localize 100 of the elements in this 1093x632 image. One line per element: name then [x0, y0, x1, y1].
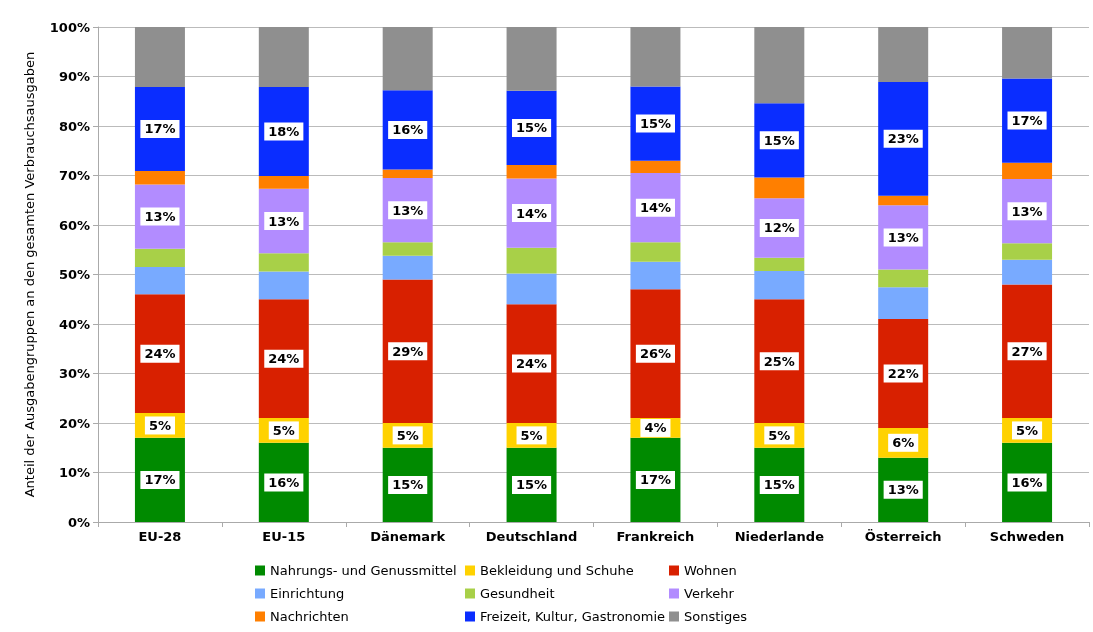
bar: [878, 287, 929, 320]
x-tick-label: EU-28: [138, 529, 182, 544]
bar: [506, 304, 557, 423]
legend-label: Bekleidung und Schuhe: [480, 563, 634, 578]
bar: [630, 242, 681, 262]
y-tick-label: 60%: [58, 217, 90, 233]
bar: [878, 195, 929, 206]
legend-label: Wohnen: [684, 563, 737, 578]
data-label: 23%: [887, 131, 919, 147]
x-tick-label: Dänemark: [370, 529, 446, 544]
bar: [754, 299, 805, 423]
data-label: 14%: [639, 200, 671, 216]
data-label: 13%: [144, 209, 176, 225]
data-label: 6%: [892, 435, 915, 451]
bar: [382, 255, 433, 280]
data-label: 13%: [887, 229, 919, 245]
legend-label: Nahrungs- und Genussmittel: [270, 563, 457, 578]
data-label: 13%: [1011, 203, 1043, 219]
data-label: 4%: [644, 420, 667, 436]
x-tick-label: Schweden: [989, 529, 1065, 544]
data-label: 15%: [639, 116, 671, 132]
legend-label: Verkehr: [684, 586, 735, 601]
bar: [258, 253, 309, 272]
bar: [258, 176, 309, 189]
data-label: 12%: [763, 220, 795, 236]
bar: [878, 269, 929, 288]
data-label: 18%: [268, 123, 300, 139]
bar: [1002, 162, 1053, 179]
bar: [1002, 259, 1053, 285]
data-label: 22%: [887, 366, 919, 381]
legend-label: Einrichtung: [270, 586, 345, 601]
data-label: 15%: [516, 120, 548, 136]
x-tick-label: Frankreich: [616, 529, 695, 544]
x-tick-label: Österreich: [864, 529, 942, 544]
data-label: 25%: [763, 353, 795, 369]
bar: [630, 261, 681, 290]
y-tick-label: 30%: [58, 366, 90, 381]
data-label: 15%: [763, 132, 795, 148]
data-label: 13%: [268, 213, 300, 229]
data-label: 13%: [392, 202, 424, 218]
data-label: 15%: [516, 477, 548, 493]
data-label: 16%: [268, 474, 300, 490]
legend-label: Freizeit, Kultur, Gastronomie: [480, 609, 666, 624]
bar: [134, 248, 185, 268]
bar: [258, 27, 309, 87]
y-tick-label: 100%: [49, 19, 90, 35]
data-label: 15%: [392, 477, 424, 493]
data-label: 13%: [887, 482, 919, 498]
bar: [878, 81, 929, 196]
bar: [134, 27, 185, 87]
data-label: 5%: [520, 427, 543, 443]
data-label: 5%: [768, 427, 791, 443]
bar: [630, 160, 681, 174]
bar: [382, 279, 433, 423]
y-axis-title: Anteil der Ausgabengruppen an den gesamten Verbrauchsausgaben: [22, 51, 37, 498]
data-label: 5%: [148, 417, 171, 433]
y-tick-label: 10%: [58, 465, 90, 480]
y-tick-label: 70%: [58, 168, 90, 183]
data-label: 17%: [639, 472, 671, 488]
bar: [134, 267, 185, 295]
bar: [1002, 27, 1053, 79]
data-label: 29%: [392, 343, 424, 359]
bar: [754, 27, 805, 104]
data-label: 17%: [144, 121, 176, 137]
legend-label: Nachrichten: [270, 609, 349, 624]
data-label: 17%: [144, 472, 176, 488]
bar: [878, 27, 929, 82]
bar: [382, 169, 433, 178]
data-label: 5%: [396, 427, 419, 443]
data-label: 5%: [1016, 422, 1039, 438]
bar: [506, 273, 557, 305]
data-label: 14%: [516, 205, 548, 221]
data-label: 16%: [392, 122, 424, 138]
bar: [258, 271, 309, 300]
data-label: 15%: [763, 477, 795, 493]
bar: [382, 27, 433, 91]
data-label: 24%: [516, 356, 548, 372]
bar: [506, 165, 557, 179]
bar: [506, 27, 557, 91]
data-label: 5%: [272, 422, 295, 438]
x-tick-label: Deutschland: [485, 529, 578, 544]
legend-label: Gesundheit: [480, 586, 555, 601]
data-label: 24%: [268, 351, 300, 367]
y-tick-label: 20%: [58, 415, 90, 431]
legend-label: Sonstiges: [684, 609, 748, 624]
bar: [1002, 243, 1053, 260]
y-tick-label: 40%: [58, 316, 90, 332]
y-tick-label: 0%: [67, 514, 90, 530]
bar: [134, 171, 185, 185]
bar: [754, 271, 805, 300]
x-tick-label: EU-15: [262, 529, 306, 544]
x-tick-label: Niederlande: [734, 529, 825, 544]
data-label: 24%: [144, 346, 176, 362]
data-label: 16%: [1011, 474, 1043, 490]
y-tick-label: 50%: [58, 267, 90, 282]
bar: [878, 319, 929, 428]
y-tick-label: 80%: [58, 118, 90, 134]
bar: [754, 177, 805, 199]
bar: [382, 242, 433, 256]
data-label: 26%: [639, 346, 671, 362]
